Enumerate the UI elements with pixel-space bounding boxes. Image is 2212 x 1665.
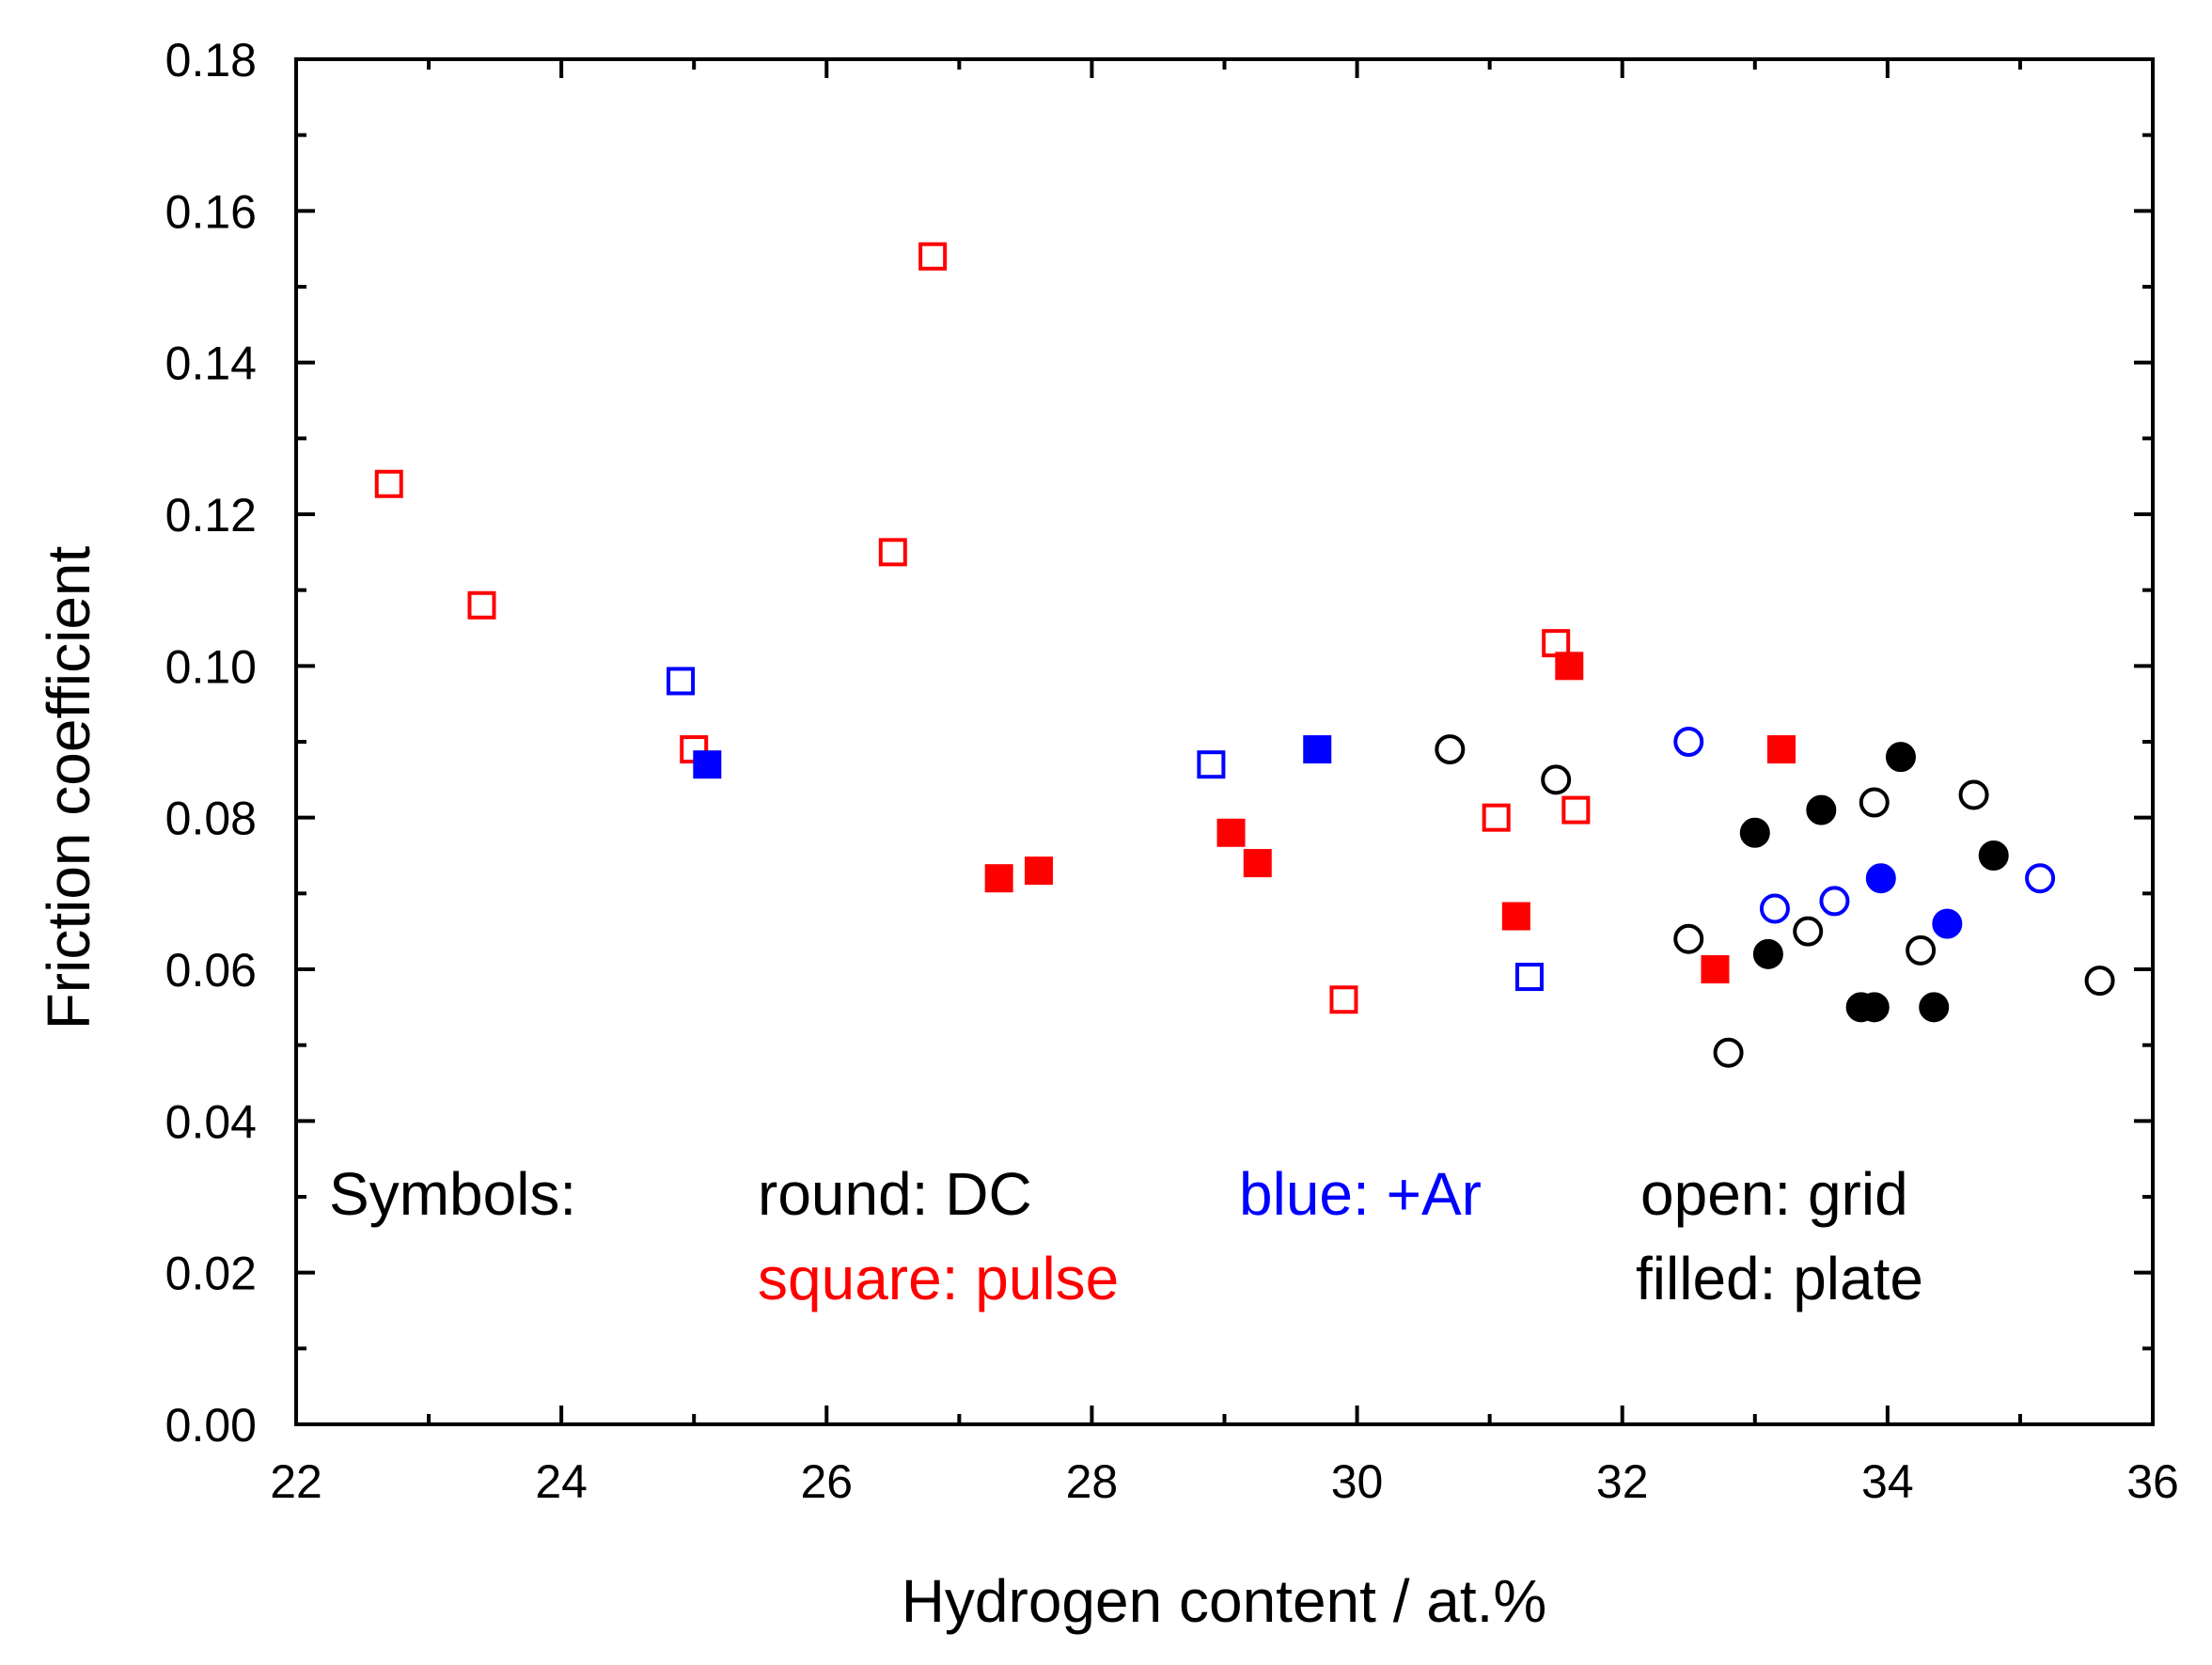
y-tick-label: 0.18 — [165, 34, 257, 86]
legend-open-note: open: grid — [1640, 1160, 1908, 1228]
y-tick-label: 0.02 — [165, 1248, 257, 1300]
open-circle-point — [1906, 935, 1937, 966]
open-square-point — [1482, 803, 1511, 832]
open-circle-point — [1435, 734, 1466, 765]
open-square-point — [878, 538, 907, 567]
legend-round-note: round: DC — [758, 1160, 1032, 1228]
open-square-point — [467, 590, 496, 620]
filled-circle-point — [1885, 742, 1916, 773]
y-axis-title: Friction coefficient — [35, 545, 102, 1029]
open-circle-point — [1859, 787, 1890, 818]
filled-square-point — [1501, 902, 1530, 931]
open-square-point — [1561, 795, 1591, 825]
filled-circle-point — [1919, 992, 1950, 1023]
open-square-point — [667, 667, 696, 696]
x-tick-label: 36 — [2126, 1455, 2179, 1508]
x-tick-label: 26 — [800, 1455, 853, 1508]
open-circle-point — [1673, 727, 1704, 757]
open-circle-point — [1793, 916, 1824, 947]
filled-square-point — [1767, 735, 1796, 764]
filled-circle-point — [1859, 992, 1890, 1023]
data-points — [374, 242, 2115, 1068]
legend-blue-note: blue: +Ar — [1239, 1160, 1482, 1228]
y-tick-label: 0.12 — [165, 489, 257, 542]
y-tick-label: 0.00 — [165, 1399, 257, 1452]
x-tick-label: 24 — [535, 1455, 588, 1508]
open-square-point — [1329, 985, 1358, 1014]
filled-square-point — [984, 864, 1013, 893]
filled-circle-point — [1978, 840, 2009, 871]
open-circle-point — [1713, 1037, 1744, 1068]
x-tick-label: 28 — [1066, 1455, 1119, 1508]
y-tick-label: 0.10 — [165, 640, 257, 693]
plot-area — [294, 57, 2155, 1426]
x-tick-label: 32 — [1596, 1455, 1649, 1508]
legend-square-note: square: pulse — [758, 1245, 1119, 1312]
filled-square-point — [1025, 856, 1053, 886]
filled-square-point — [693, 750, 722, 779]
open-circle-point — [1819, 886, 1850, 917]
filled-circle-point — [1806, 794, 1837, 825]
open-square-point — [1514, 963, 1544, 992]
y-tick-label: 0.14 — [165, 338, 257, 390]
y-tick-label: 0.06 — [165, 944, 257, 997]
open-square-point — [374, 469, 403, 498]
open-circle-point — [1541, 764, 1572, 795]
legend-symbols-note: Symbols: — [329, 1160, 576, 1228]
filled-circle-point — [1752, 938, 1783, 969]
x-tick-label: 22 — [270, 1455, 322, 1508]
filled-circle-point — [1932, 908, 1963, 939]
x-tick-label: 34 — [1861, 1455, 1914, 1508]
y-tick-label: 0.08 — [165, 793, 257, 845]
filled-square-point — [1303, 735, 1332, 764]
y-tick-label: 0.16 — [165, 185, 257, 238]
open-square-point — [1542, 629, 1571, 658]
x-axis-title: Hydrogen content / at.% — [902, 1567, 1547, 1635]
filled-circle-point — [1739, 817, 1770, 848]
filled-square-point — [1555, 652, 1584, 681]
filled-square-point — [1701, 955, 1730, 983]
legend-filled-note: filled: plate — [1636, 1245, 1923, 1312]
open-circle-point — [1958, 779, 1989, 810]
open-square-point — [1197, 750, 1226, 779]
y-tick-label: 0.04 — [165, 1095, 257, 1148]
open-square-point — [918, 242, 948, 271]
open-circle-point — [1673, 923, 1704, 954]
axis-ticks: 22 24 26 28 30 32 34 36 0.00 0.02 0.04 0.06 0.08 0.10… — [165, 34, 2179, 1508]
open-circle-point — [2084, 966, 2115, 997]
x-tick-label: 30 — [1331, 1455, 1384, 1508]
filled-circle-point — [1865, 863, 1896, 894]
filled-square-point — [1243, 849, 1272, 878]
open-circle-point — [2025, 863, 2056, 894]
filled-square-point — [1216, 818, 1246, 847]
open-circle-point — [1759, 893, 1790, 924]
